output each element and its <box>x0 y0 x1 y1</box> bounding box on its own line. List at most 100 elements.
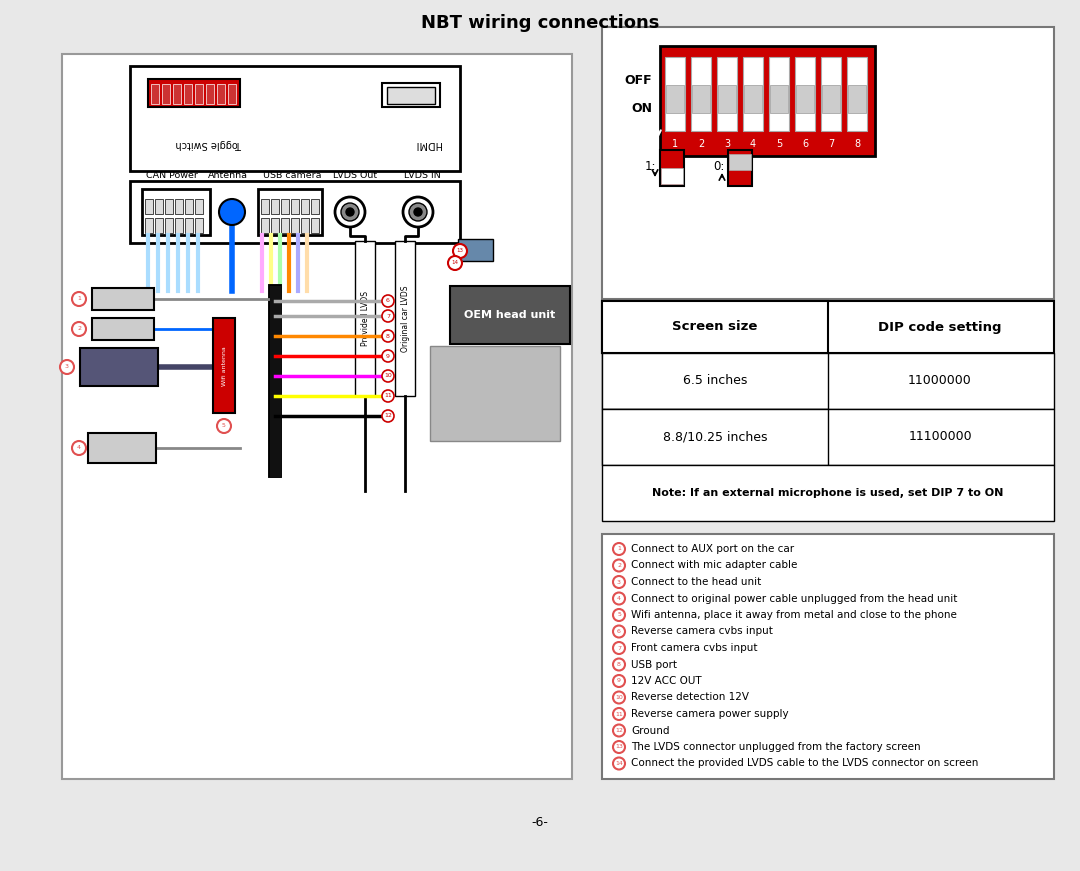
Text: 0:: 0: <box>714 159 725 172</box>
Bar <box>458 239 492 261</box>
Bar <box>195 84 203 104</box>
Text: OEM head unit: OEM head unit <box>464 310 555 320</box>
Text: 10: 10 <box>384 374 392 379</box>
Bar <box>151 84 159 104</box>
Text: ON: ON <box>631 103 652 116</box>
Text: OFF: OFF <box>624 75 652 87</box>
Text: 7: 7 <box>828 139 834 149</box>
Bar <box>602 301 828 353</box>
Bar <box>213 318 235 413</box>
Bar <box>395 241 415 396</box>
Bar <box>185 218 193 233</box>
Bar <box>145 199 153 214</box>
Circle shape <box>448 256 462 270</box>
Bar <box>602 465 1054 521</box>
Circle shape <box>613 658 625 671</box>
Bar <box>796 85 814 113</box>
Circle shape <box>613 609 625 621</box>
Text: Wifi antenna, place it away from metal and close to the phone: Wifi antenna, place it away from metal a… <box>631 610 957 620</box>
Text: Connect the provided LVDS cable to the LVDS connector on screen: Connect the provided LVDS cable to the L… <box>631 759 978 768</box>
Circle shape <box>72 322 86 336</box>
Text: 12V ACC OUT: 12V ACC OUT <box>631 676 702 686</box>
Bar <box>848 85 866 113</box>
Bar <box>602 301 1054 353</box>
Bar <box>195 199 203 214</box>
Bar <box>195 218 203 233</box>
Circle shape <box>453 244 467 258</box>
Circle shape <box>613 642 625 654</box>
Text: 12: 12 <box>616 728 623 733</box>
Text: ON: ON <box>635 131 652 141</box>
Bar <box>717 57 737 131</box>
Circle shape <box>382 410 394 422</box>
Bar <box>165 218 173 233</box>
Bar <box>258 189 322 235</box>
Bar <box>355 241 375 396</box>
Text: Provided LVDS: Provided LVDS <box>361 292 369 347</box>
Bar <box>217 84 225 104</box>
Text: Connect to the head unit: Connect to the head unit <box>631 577 761 587</box>
Text: 8: 8 <box>617 662 621 667</box>
Text: 11000000: 11000000 <box>908 375 972 388</box>
Circle shape <box>613 543 625 555</box>
Text: 2: 2 <box>617 563 621 568</box>
Bar <box>261 218 269 233</box>
Circle shape <box>414 208 422 216</box>
Circle shape <box>613 708 625 720</box>
Text: 3: 3 <box>65 364 69 369</box>
Text: 9: 9 <box>386 354 390 359</box>
Circle shape <box>403 197 433 227</box>
Bar <box>145 218 153 233</box>
Bar <box>769 57 789 131</box>
Text: 1:: 1: <box>645 159 656 172</box>
Text: LVDS IN: LVDS IN <box>404 171 441 179</box>
Text: 3: 3 <box>724 139 730 149</box>
Circle shape <box>382 370 394 382</box>
Bar <box>602 409 828 465</box>
Text: 14: 14 <box>616 761 623 766</box>
Circle shape <box>382 330 394 342</box>
Text: 8.8/10.25 inches: 8.8/10.25 inches <box>663 430 767 443</box>
Bar <box>301 199 309 214</box>
Text: Original car LVDS: Original car LVDS <box>401 286 409 352</box>
Text: Note: If an external microphone is used, set DIP 7 to ON: Note: If an external microphone is used,… <box>652 488 1003 498</box>
Bar <box>450 286 570 344</box>
Text: 14: 14 <box>451 260 459 266</box>
Bar <box>92 318 154 340</box>
Bar <box>387 87 435 104</box>
Circle shape <box>613 692 625 704</box>
Bar <box>744 85 762 113</box>
Circle shape <box>613 675 625 687</box>
Text: CAN Power: CAN Power <box>146 171 198 179</box>
Bar <box>602 353 1054 409</box>
Circle shape <box>346 208 354 216</box>
Bar <box>173 84 181 104</box>
Bar <box>821 57 841 131</box>
Text: 9: 9 <box>617 679 621 684</box>
Text: 6: 6 <box>617 629 621 634</box>
Bar <box>62 54 572 779</box>
Circle shape <box>382 350 394 362</box>
Text: DIP code setting: DIP code setting <box>878 321 1002 334</box>
Text: 4: 4 <box>750 139 756 149</box>
Circle shape <box>341 203 359 221</box>
Circle shape <box>72 441 86 455</box>
Bar <box>87 433 156 463</box>
Bar <box>156 218 163 233</box>
Bar <box>185 199 193 214</box>
Text: 3: 3 <box>617 579 621 584</box>
Bar <box>430 346 561 441</box>
Text: Reverse camera power supply: Reverse camera power supply <box>631 709 788 719</box>
Circle shape <box>613 758 625 769</box>
Text: 8: 8 <box>854 139 860 149</box>
Text: 1: 1 <box>617 546 621 551</box>
Text: 12: 12 <box>384 414 392 418</box>
Circle shape <box>613 559 625 571</box>
Text: HDMI: HDMI <box>415 139 442 149</box>
Bar <box>80 348 158 386</box>
Text: 8: 8 <box>386 334 390 339</box>
Circle shape <box>613 625 625 638</box>
Bar <box>602 409 1054 465</box>
Text: Wifi antenna: Wifi antenna <box>221 346 227 386</box>
Bar <box>92 288 154 310</box>
